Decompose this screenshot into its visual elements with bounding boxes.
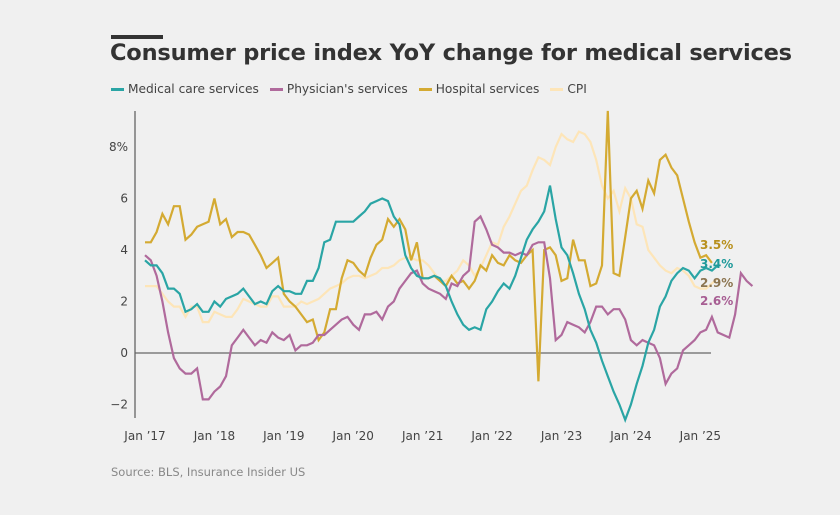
series-line-hospital-services: [145, 110, 713, 382]
series-line-physician-s-services: [144, 214, 754, 401]
y-tick-label: 6: [120, 192, 128, 206]
series-lines: [144, 110, 754, 424]
series-line-medical-care-services: [144, 185, 719, 424]
x-tick-label: Jan ’21: [401, 429, 443, 443]
y-tick-label: −2: [110, 398, 128, 412]
y-tick-label: 2: [120, 295, 128, 309]
x-tick-label: Jan ’25: [679, 429, 721, 443]
end-labels: 3.5% 3.4% 2.9% 2.6%: [700, 238, 733, 308]
legend-label: Hospital services: [435, 82, 540, 96]
legend-swatch-medical-care: [111, 87, 124, 91]
x-tick-label: Jan ’20: [332, 429, 374, 443]
legend-label: Physician's services: [286, 82, 408, 96]
legend-item-cpi: CPI: [550, 82, 587, 96]
end-label-physician-s-services: 2.6%: [700, 294, 733, 308]
legend-item-medical-care: Medical care services: [111, 82, 259, 96]
legend-label: Medical care services: [128, 82, 259, 96]
legend: Medical care services Physician's servic…: [111, 82, 598, 96]
legend-item-physicians: Physician's services: [269, 82, 408, 96]
source-note: Source: BLS, Insurance Insider US: [111, 465, 306, 479]
y-tick-label: 0: [120, 346, 128, 360]
chart-title: Consumer price index YoY change for medi…: [110, 40, 792, 66]
end-label-cpi: 2.9%: [700, 276, 733, 290]
x-tick-label: Jan ’23: [540, 429, 582, 443]
x-tick-label: Jan ’17: [123, 429, 165, 443]
end-label-hospital-services: 3.5%: [700, 238, 733, 252]
series-line-cpi: [145, 130, 719, 324]
x-tick-label: Jan ’19: [262, 429, 304, 443]
legend-item-hospital: Hospital services: [418, 82, 540, 96]
x-tick-label: Jan ’24: [609, 429, 651, 443]
x-tick-label: Jan ’18: [193, 429, 235, 443]
x-tick-label: Jan ’22: [470, 429, 512, 443]
end-label-medical-care-services: 3.4%: [700, 257, 733, 271]
legend-swatch-hospital: [418, 87, 432, 91]
y-tick-label: 8%: [109, 140, 128, 154]
y-tick-label: 4: [120, 243, 128, 257]
title-accent-bar: [111, 35, 163, 39]
legend-swatch-cpi: [550, 87, 564, 91]
legend-label: CPI: [567, 82, 587, 96]
legend-swatch-physicians: [269, 87, 283, 91]
